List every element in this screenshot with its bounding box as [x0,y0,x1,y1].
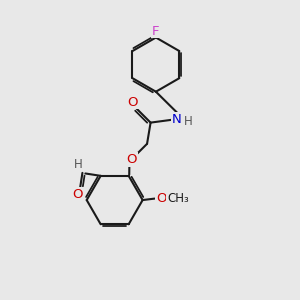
Text: H: H [184,115,193,128]
Text: N: N [172,113,182,126]
Text: CH₃: CH₃ [167,192,189,205]
Text: O: O [128,95,138,109]
Text: O: O [127,153,137,166]
Text: O: O [73,188,83,201]
Text: H: H [74,158,82,171]
Text: F: F [152,25,160,38]
Text: O: O [156,192,166,205]
